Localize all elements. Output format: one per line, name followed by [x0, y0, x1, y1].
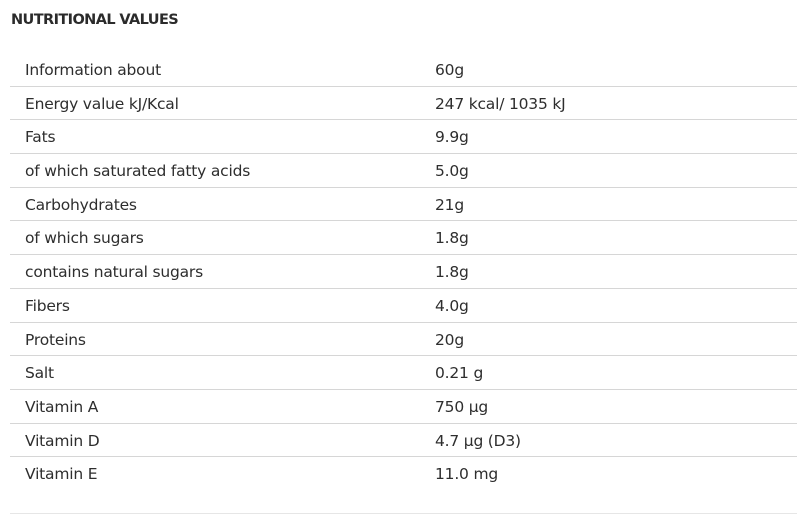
table-row: Information about 60g	[10, 53, 797, 87]
nutrient-label: Vitamin E	[25, 465, 98, 484]
nutrient-value: 9.9g	[435, 128, 469, 147]
nutrient-label: of which sugars	[25, 229, 144, 248]
table-row: Fibers 4.0g	[10, 289, 797, 323]
section-title: NUTRITIONAL VALUES	[11, 12, 179, 28]
table-row: of which saturated fatty acids 5.0g	[10, 154, 797, 188]
nutrient-label: of which saturated fatty acids	[25, 162, 251, 181]
nutrient-label: Salt	[25, 364, 54, 383]
nutrition-table: Information about 60g Energy value kJ/Kcal…	[10, 53, 797, 515]
table-row: Energy value kJ/Kcal 247 kcal/ 1035 kJ	[10, 87, 797, 121]
table-row: of which sugars 1.8g	[10, 221, 797, 256]
nutrient-value: 4.0g	[435, 296, 469, 315]
nutrient-label: Information about	[25, 61, 161, 79]
nutrient-value: 0.21 g	[435, 364, 484, 383]
nutrient-value: 750 µg	[435, 397, 489, 416]
nutrient-value: 5.0g	[435, 162, 469, 181]
table-row: Fats 9.9g	[10, 120, 797, 155]
nutrient-label: Fats	[25, 128, 56, 147]
nutrient-label: Vitamin D	[25, 431, 100, 450]
nutrient-value: 21g	[435, 195, 464, 214]
nutrient-value: 1.8g	[435, 229, 469, 248]
nutrient-label: Fibers	[25, 296, 70, 315]
nutrient-value: 247 kcal/ 1035 kJ	[435, 94, 566, 113]
table-row: Vitamin A 750 µg	[10, 390, 797, 424]
table-row: Carbohydrates 21g	[10, 188, 797, 222]
nutrient-value: 11.0 mg	[435, 465, 498, 484]
nutrient-label: Energy value kJ/Kcal	[25, 94, 179, 113]
nutrient-value: 60g	[435, 61, 464, 79]
table-row: contains natural sugars 1.8g	[10, 255, 797, 289]
nutrient-value: 4.7 µg (D3)	[435, 431, 521, 450]
nutrient-label: Proteins	[25, 330, 86, 349]
table-row: Salt 0.21 g	[10, 356, 797, 390]
nutrient-label: Vitamin A	[25, 397, 99, 416]
nutrient-value: 1.8g	[435, 263, 469, 282]
nutrient-label: Carbohydrates	[25, 195, 137, 214]
nutrient-label: contains natural sugars	[25, 263, 203, 282]
table-row: Vitamin D 4.7 µg (D3)	[10, 424, 797, 458]
table-row: Proteins 20g	[10, 323, 797, 357]
nutrient-value: 20g	[435, 330, 464, 349]
table-row: Vitamin E 11.0 mg	[10, 457, 797, 515]
